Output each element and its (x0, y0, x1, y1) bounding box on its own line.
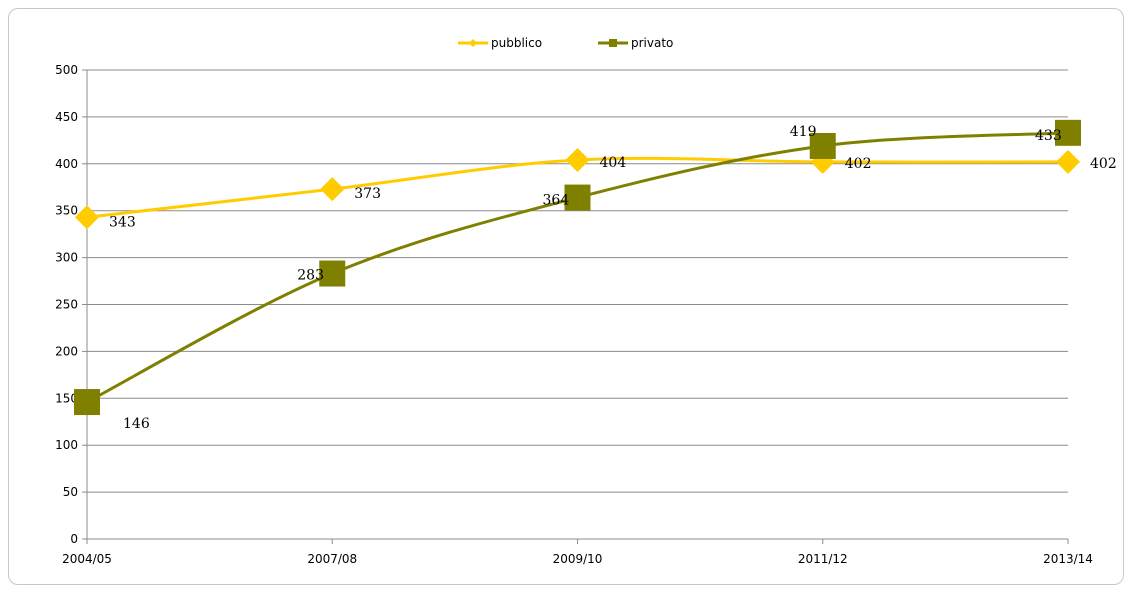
legend-marker-privato (609, 39, 617, 47)
y-tick-label: 450 (55, 110, 78, 124)
data-label-pubblico: 402 (845, 156, 872, 172)
y-tick-label: 0 (70, 532, 78, 546)
y-tick-label: 400 (55, 157, 78, 171)
data-label-privato: 146 (123, 416, 150, 432)
data-labels: 343 373 404 402 402 146 283 364 419 433 (109, 124, 1117, 432)
point-pubblico-1 (320, 177, 345, 202)
point-privato-2 (564, 184, 591, 211)
x-tick-label: 2004/05 (62, 552, 112, 566)
point-pubblico-2 (565, 148, 590, 173)
y-tick-label: 200 (55, 344, 78, 358)
data-label-privato: 283 (297, 268, 324, 284)
data-label-pubblico: 343 (109, 214, 136, 230)
legend-label-pubblico: pubblico (491, 36, 542, 50)
x-tick-label: 2009/10 (553, 552, 603, 566)
series-markers (74, 119, 1081, 416)
point-pubblico-0 (75, 205, 99, 230)
x-tick-label: 2013/14 (1043, 552, 1093, 566)
y-tick-label: 250 (55, 298, 78, 312)
axes: 0 50 100 150 200 250 300 350 400 450 500 2004/05 200… (55, 63, 1093, 566)
y-tick-label: 300 (55, 251, 78, 265)
y-tick-label: 150 (55, 391, 78, 405)
point-pubblico-4 (1056, 149, 1080, 174)
point-privato-0 (74, 389, 100, 416)
y-tick-label: 100 (55, 438, 78, 452)
x-tick-label: 2011/12 (798, 552, 848, 566)
data-label-privato: 419 (790, 124, 817, 140)
series-line-privato (86, 131, 1069, 404)
data-label-privato: 364 (543, 193, 570, 209)
y-tick-label: 500 (55, 63, 78, 77)
legend: pubblico privato (458, 36, 673, 50)
y-tick-label: 350 (55, 204, 78, 218)
point-privato-1 (319, 260, 346, 287)
series-lines (86, 131, 1069, 404)
legend-marker-pubblico (469, 39, 477, 47)
gridlines (87, 69, 1068, 493)
data-label-pubblico: 373 (354, 186, 381, 202)
data-label-pubblico: 402 (1090, 156, 1117, 172)
point-privato-4 (1055, 119, 1081, 146)
data-label-pubblico: 404 (600, 155, 627, 171)
data-label-privato: 433 (1035, 128, 1062, 144)
point-privato-3 (809, 132, 836, 159)
chart-frame (8, 8, 1124, 585)
x-tick-label: 2007/08 (307, 552, 357, 566)
y-tick-label: 50 (63, 485, 78, 499)
legend-label-privato: privato (631, 36, 673, 50)
